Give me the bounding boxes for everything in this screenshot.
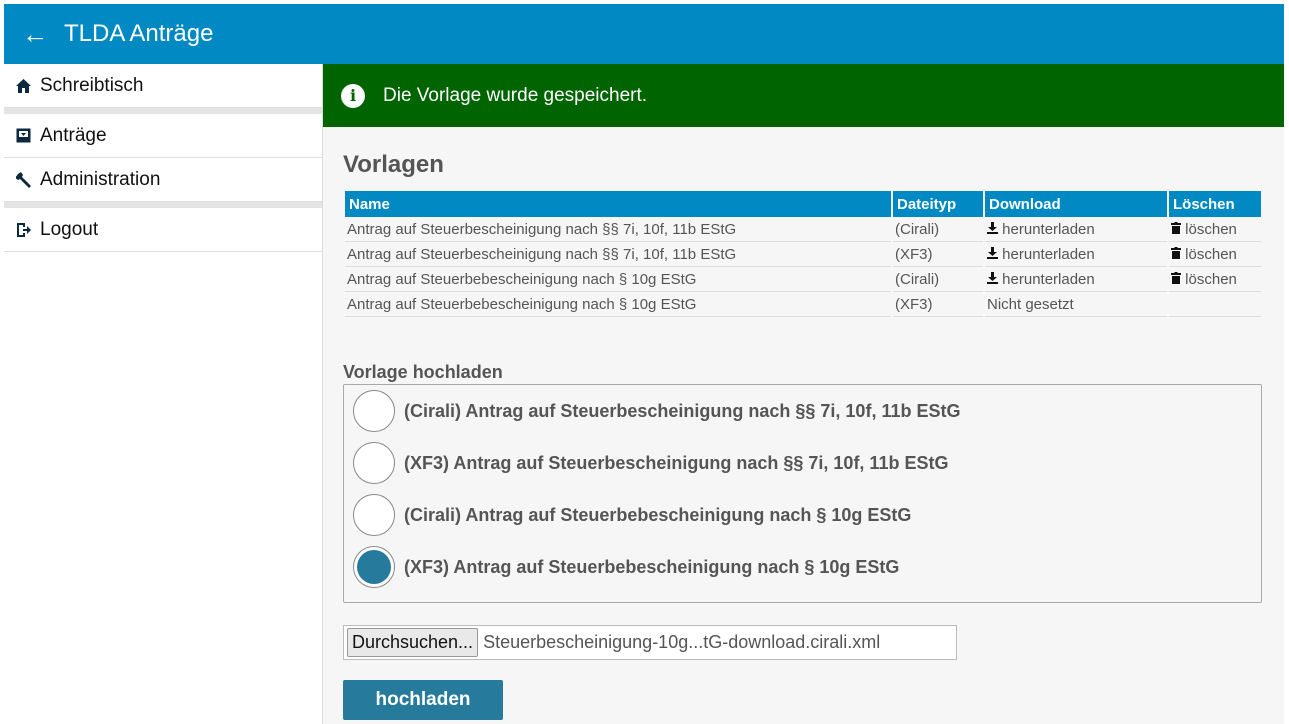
upload-section-title: Vorlage hochladen (343, 362, 503, 382)
table-row: Antrag auf Steuerbebescheinigung nach § … (345, 292, 1261, 317)
download-link[interactable]: herunterladen (985, 242, 1167, 267)
file-type: (XF3) (893, 292, 983, 317)
delete-link[interactable]: löschen (1169, 267, 1261, 292)
radio-button[interactable] (353, 390, 395, 432)
file-type: (XF3) (893, 242, 983, 267)
radio-option[interactable]: (Cirali) Antrag auf Steuerbescheinigung … (344, 385, 1261, 437)
trash-icon (1171, 246, 1181, 263)
column-header-dateityp: Dateityp (893, 189, 983, 217)
delete-link[interactable]: löschen (1169, 242, 1261, 267)
info-icon: i (341, 83, 365, 108)
table-row: Antrag auf Steuerbebescheinigung nach § … (345, 267, 1261, 292)
delete-label: löschen (1185, 245, 1237, 263)
radio-option[interactable]: (XF3) Antrag auf Steuerbescheinigung nac… (344, 437, 1261, 489)
download-link[interactable]: herunterladen (985, 217, 1167, 242)
page-title: Vorlagen (343, 151, 444, 178)
column-header-loeschen: Löschen (1169, 189, 1261, 217)
radio-label: (XF3) Antrag auf Steuerbebescheinigung n… (404, 556, 900, 577)
file-type: (Cirali) (893, 217, 983, 242)
back-arrow-icon[interactable]: ← (22, 19, 48, 49)
template-name: Antrag auf Steuerbescheinigung nach §§ 7… (345, 217, 891, 242)
file-type: (Cirali) (893, 267, 983, 292)
divider (4, 108, 322, 114)
upload-button[interactable]: hochladen (343, 680, 503, 720)
table-row: Antrag auf Steuerbescheinigung nach §§ 7… (345, 242, 1261, 267)
download-icon (987, 271, 998, 288)
download-link[interactable]: herunterladen (985, 267, 1167, 292)
download-label: herunterladen (1002, 270, 1095, 288)
column-header-download: Download (985, 189, 1167, 217)
sidebar: Schreibtisch Anträge Administration Logo… (4, 64, 323, 724)
sidebar-item-administration[interactable]: Administration (4, 158, 322, 202)
trash-icon (1171, 271, 1181, 288)
table-row: Antrag auf Steuerbescheinigung nach §§ 7… (345, 217, 1261, 242)
trash-icon (1171, 221, 1181, 238)
radio-label: (Cirali) Antrag auf Steuerbebescheinigun… (404, 504, 912, 525)
template-name: Antrag auf Steuerbebescheinigung nach § … (345, 267, 891, 292)
app-title: TLDA Anträge (64, 20, 214, 47)
app-header: ← TLDA Anträge (4, 4, 1284, 64)
sidebar-item-schreibtisch[interactable]: Schreibtisch (4, 64, 322, 108)
radio-label: (Cirali) Antrag auf Steuerbescheinigung … (404, 400, 961, 421)
wrench-icon (16, 171, 40, 189)
radio-option[interactable]: (XF3) Antrag auf Steuerbebescheinigung n… (344, 541, 1261, 593)
home-icon (16, 78, 40, 93)
column-header-name: Name (345, 189, 891, 217)
sidebar-item-antraege[interactable]: Anträge (4, 114, 322, 158)
sidebar-item-label: Logout (40, 218, 99, 240)
sidebar-item-label: Anträge (40, 124, 107, 146)
download-icon (987, 221, 998, 238)
divider (4, 202, 322, 208)
delete-label: löschen (1185, 270, 1237, 288)
sidebar-item-logout[interactable]: Logout (4, 208, 322, 252)
inbox-download-icon (16, 128, 40, 143)
radio-option[interactable]: (Cirali) Antrag auf Steuerbebescheinigun… (344, 489, 1261, 541)
radio-label: (XF3) Antrag auf Steuerbescheinigung nac… (404, 452, 949, 473)
alert-message: Die Vorlage wurde gespeichert. (383, 84, 648, 106)
sidebar-item-label: Schreibtisch (40, 74, 144, 96)
empty-cell (1169, 292, 1261, 317)
delete-label: löschen (1185, 220, 1237, 238)
logout-icon (16, 222, 40, 238)
radio-button[interactable] (353, 546, 395, 588)
main-content: i Die Vorlage wurde gespeichert. Vorlage… (323, 64, 1284, 724)
template-name: Antrag auf Steuerbescheinigung nach §§ 7… (345, 242, 891, 267)
sidebar-item-label: Administration (40, 168, 161, 190)
delete-link[interactable]: löschen (1169, 217, 1261, 242)
browse-button[interactable]: Durchsuchen... (347, 628, 479, 657)
template-name: Antrag auf Steuerbebescheinigung nach § … (345, 292, 891, 317)
radio-button[interactable] (353, 442, 395, 484)
download-label: herunterladen (1002, 245, 1095, 263)
selected-file-name: Steuerbescheinigung-10g...tG-download.ci… (483, 632, 881, 652)
template-type-radio-group: (Cirali) Antrag auf Steuerbescheinigung … (343, 384, 1262, 603)
templates-table: Name Dateityp Download Löschen Antrag au… (343, 189, 1263, 317)
download-label: herunterladen (1002, 220, 1095, 238)
download-status: Nicht gesetzt (985, 292, 1167, 317)
success-alert: i Die Vorlage wurde gespeichert. (323, 64, 1284, 127)
download-icon (987, 246, 998, 263)
radio-button[interactable] (353, 494, 395, 536)
file-input[interactable]: Durchsuchen... Steuerbescheinigung-10g..… (343, 625, 957, 660)
